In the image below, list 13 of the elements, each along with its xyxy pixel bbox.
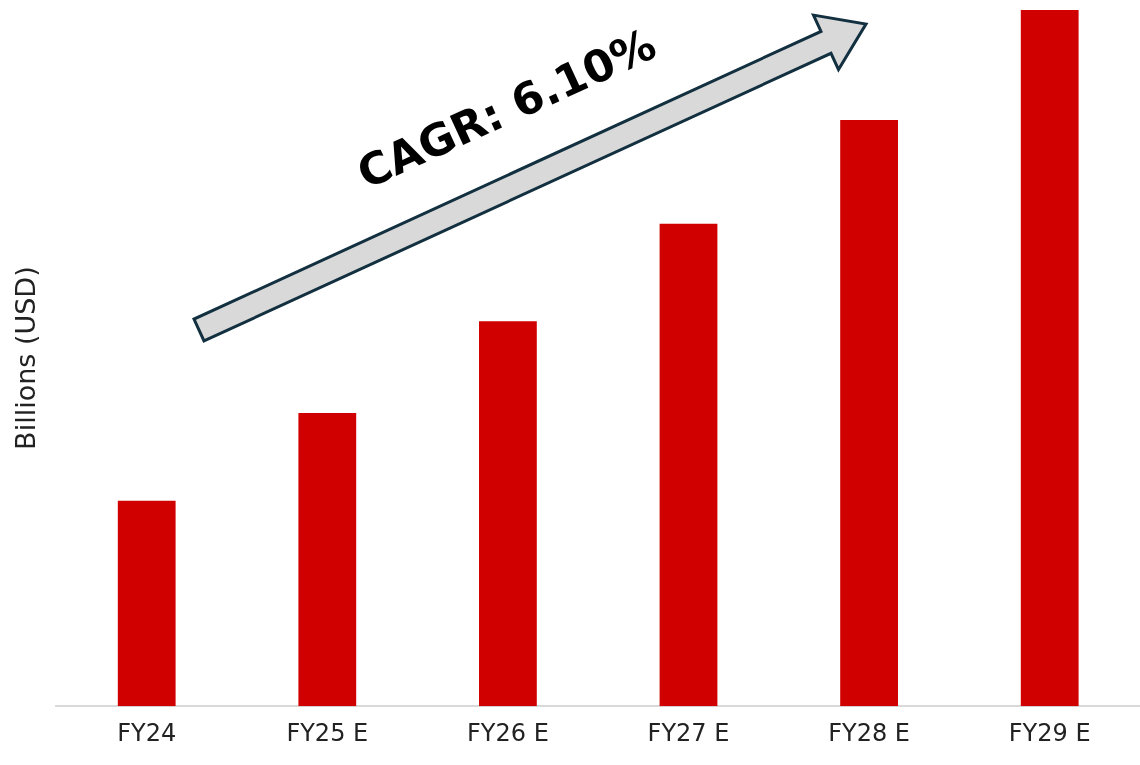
bar [479, 321, 537, 707]
bar [659, 223, 718, 707]
x-tick-label: FY26 E [467, 718, 549, 747]
bar [117, 500, 176, 707]
x-tick-label: FY25 E [286, 718, 369, 747]
y-axis-title: Billions (USD) [10, 266, 42, 450]
bar [298, 413, 357, 707]
x-tick-label: FY28 E [828, 718, 910, 747]
x-tick-label: FY27 E [647, 718, 730, 747]
x-tick-label: FY24 [117, 718, 177, 747]
x-tick-label: FY29 E [1008, 718, 1091, 747]
bar [1020, 10, 1079, 707]
bar [840, 120, 898, 707]
